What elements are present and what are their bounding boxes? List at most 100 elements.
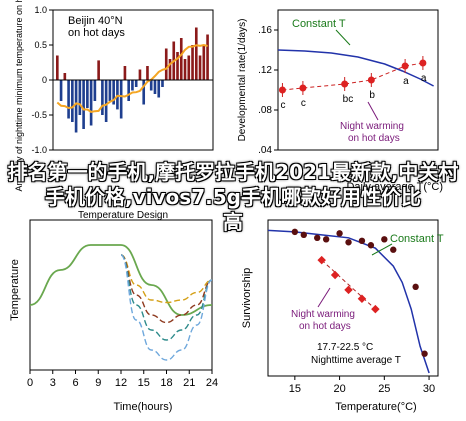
x-axis-label: Daily average T(°C) bbox=[346, 181, 443, 193]
x-tick-label: 21 bbox=[183, 377, 195, 389]
series-line bbox=[29, 244, 213, 316]
x-axis-label: Time(hours) bbox=[114, 401, 173, 413]
y-tick-label: 0.5 bbox=[34, 40, 47, 50]
x-tick-label: 18 bbox=[160, 377, 172, 389]
bar bbox=[93, 80, 97, 101]
constant-t-curve bbox=[267, 229, 430, 374]
y-axis-label: Developmental rate(1/days) bbox=[237, 19, 248, 142]
data-point bbox=[291, 228, 299, 236]
x-tick-label: 6 bbox=[72, 377, 78, 389]
panel-top-left: 1.00.50-0.5-1.0 Beijin 40°N on hot days … bbox=[14, 0, 214, 192]
data-point bbox=[401, 62, 409, 70]
annotation-line2: on hot days bbox=[299, 321, 351, 332]
panel-title: Temperature Design bbox=[78, 210, 168, 221]
bars bbox=[56, 27, 209, 133]
panel-title-line1: Beijin 40°N bbox=[68, 15, 123, 27]
curve-label: Constant T bbox=[292, 18, 346, 30]
data-point bbox=[381, 236, 388, 243]
annotation-arrow bbox=[367, 101, 379, 121]
curve-label: Constant T bbox=[390, 233, 444, 245]
annotation-line2: on hot days bbox=[348, 133, 400, 144]
series-line bbox=[120, 254, 213, 361]
bar bbox=[104, 80, 108, 122]
x-tick-label: 30 bbox=[423, 383, 435, 395]
night-warming-trend bbox=[321, 259, 376, 310]
bar bbox=[191, 45, 194, 80]
bar bbox=[179, 38, 183, 80]
data-point bbox=[419, 59, 427, 67]
bar bbox=[164, 48, 168, 80]
bar bbox=[86, 80, 89, 108]
data-point bbox=[345, 239, 352, 246]
warming-point bbox=[344, 285, 353, 295]
y-tick-label: -0.5 bbox=[31, 110, 47, 120]
x-tick-label: 0 bbox=[27, 377, 33, 389]
bottom-text-line2: Nighttime average T bbox=[311, 355, 401, 366]
bar bbox=[56, 55, 59, 80]
warming-point bbox=[371, 304, 380, 314]
bottom-text-line1: 17.7-22.5 °C bbox=[317, 342, 373, 353]
data-point bbox=[299, 84, 307, 92]
annotation-line1: Night warming bbox=[340, 121, 404, 132]
data-point bbox=[278, 86, 286, 94]
data-point bbox=[412, 283, 419, 291]
panel-bottom-right: 15 20 25 30 Constant T Night warming on hot… bbox=[241, 219, 444, 413]
data-point bbox=[314, 234, 321, 242]
y-tick-labels: .16 .12 .08 .04 bbox=[258, 25, 278, 156]
bar bbox=[194, 27, 198, 80]
bar bbox=[142, 80, 146, 105]
warming-point bbox=[330, 270, 340, 280]
bar bbox=[127, 80, 130, 101]
bar bbox=[97, 60, 100, 80]
bar bbox=[67, 80, 70, 119]
bar bbox=[119, 80, 123, 119]
y-tick-labels: 1.0 0.5 0 -0.5 -1.0 bbox=[31, 5, 53, 155]
bar bbox=[183, 59, 187, 80]
bar bbox=[187, 55, 191, 80]
bar bbox=[146, 66, 149, 80]
bar bbox=[131, 80, 134, 91]
constant-t-curve bbox=[277, 49, 434, 87]
x-tick-label: 24 bbox=[206, 377, 218, 389]
point-letter-label: c bbox=[280, 100, 285, 111]
bar bbox=[71, 80, 74, 122]
point-letter-label: a bbox=[421, 73, 427, 84]
plot-frame bbox=[277, 9, 439, 151]
bar bbox=[202, 45, 206, 80]
y-tick-label: 1.0 bbox=[34, 5, 47, 15]
y-tick-label: .16 bbox=[258, 25, 272, 36]
curve-label-arrow bbox=[371, 243, 393, 256]
x-tick-label: 25 bbox=[378, 383, 390, 395]
bar bbox=[63, 73, 67, 80]
bar bbox=[74, 80, 78, 133]
bar bbox=[116, 80, 119, 110]
y-tick-label: .04 bbox=[258, 145, 272, 156]
bar bbox=[108, 80, 112, 101]
x-tick-label: 15 bbox=[289, 383, 301, 395]
bar bbox=[59, 80, 63, 101]
annotation-arrow bbox=[317, 287, 331, 308]
x-axis-label: Temperature(°C) bbox=[335, 401, 416, 413]
series-line bbox=[120, 254, 213, 341]
data-point bbox=[322, 236, 330, 243]
series-line bbox=[120, 254, 213, 304]
point-letter-label: c bbox=[301, 98, 306, 109]
warming-point bbox=[357, 294, 367, 303]
bar bbox=[206, 34, 209, 80]
bar bbox=[176, 52, 179, 80]
bar bbox=[134, 80, 138, 87]
bar bbox=[153, 80, 157, 94]
y-tick-label: .12 bbox=[258, 65, 272, 76]
bar bbox=[198, 55, 202, 80]
bar bbox=[78, 80, 82, 115]
data-point bbox=[336, 230, 343, 237]
bar bbox=[112, 80, 115, 105]
data-point bbox=[367, 76, 375, 84]
bar bbox=[89, 80, 93, 126]
data-point bbox=[358, 237, 366, 244]
data-points: c c bc b a a bbox=[278, 56, 427, 111]
series-line bbox=[120, 254, 213, 324]
x-tick-labels: 0 3 6 9 12 15 18 21 24 bbox=[27, 370, 218, 389]
data-point bbox=[390, 246, 397, 253]
